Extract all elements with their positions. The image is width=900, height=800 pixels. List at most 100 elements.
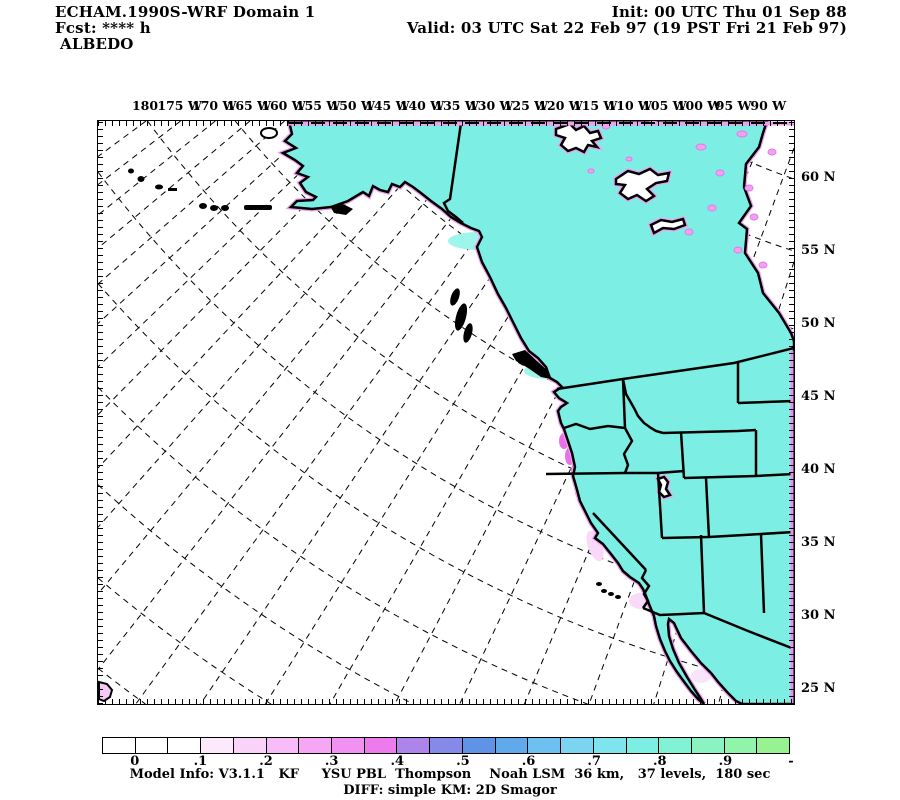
plot-time-block: Init: 00 UTC Thu 01 Sep 88 Valid: 03 UTC… [407,4,847,36]
colorbar-cell [625,738,659,753]
coastline [281,121,794,704]
map-canvas [98,121,794,704]
longitude-label: 120 W [538,98,583,113]
colorbar-cell [232,738,266,753]
model-domain-title: ECHAM.1990S-WRF Domain 1 [55,3,316,21]
colorbar-tick-label: .2 [259,754,273,769]
map-frame [97,120,795,705]
nv-ut-border [656,472,664,539]
latitude-label: 35 N [801,535,836,550]
longitude-label: 100 W [676,98,722,113]
wy-west-border [679,431,686,479]
colorbar-cell [756,738,790,753]
longitude-label: 150 W [330,98,376,113]
latitude-label: 45 N [801,389,836,404]
mt-wy-border [662,428,757,435]
colorbar-tick-label: .8 [652,754,667,769]
colorbar-cell [167,738,201,753]
longitude-label: 155 W [295,98,341,113]
longitude-label: 145 W [365,98,410,113]
hawaii-island [98,680,114,703]
latitude-axis: 60 N 55 N 50 N 45 N 40 N 35 N 30 N 25 N [801,120,861,703]
colorbar-cell [494,738,528,753]
longitude-label: 135 W [434,98,479,113]
channel-island [596,582,602,586]
vancouver-island [512,350,551,379]
forecast-hour: Fcst: **** h [55,19,151,37]
37n-border [661,530,794,540]
41n-border [683,472,794,480]
alaska-yukon-border [442,122,464,224]
latitude-label: 60 N [801,170,836,185]
great-bear-lake [554,122,603,154]
kodiak-island [330,204,353,215]
great-salt-lake [656,475,672,499]
longitude-label: 105 W [642,98,687,113]
42n-border [545,469,685,476]
lake-athabasca [649,217,687,235]
haida-gwaii [454,303,468,331]
id-mt-border [621,378,664,435]
ut-co-border [704,477,711,539]
colorbar-cell [331,738,364,753]
colorbar-tick-label: .5 [456,754,470,769]
colorbar-cell [527,738,561,753]
longitude-label: 180 [131,98,159,113]
colorbar-cell [723,738,757,753]
init-time: Init: 00 UTC Thu 01 Sep 88 [611,3,847,21]
colorbar-tick-label: .7 [587,754,601,769]
field-name: ALBEDO [60,35,134,53]
colorbar-cell [690,738,724,753]
colorbar-tick-label: .4 [390,754,405,769]
colorbar-cell [461,738,495,753]
latitude-label: 40 N [801,462,836,477]
islands [128,168,621,599]
great-slave-lake [614,167,671,203]
albedo-colorbar [102,737,790,754]
colorbar-cell [363,738,397,753]
latitude-label: 50 N [801,316,836,331]
longitude-label: 125 W [503,98,549,113]
st-lawrence-island [260,127,278,139]
colorbar-cell [103,738,135,753]
longitude-label: 90 W [750,98,787,113]
colorbar-cell [134,738,168,753]
colorbar-tick-label: - [788,754,794,769]
us-mexico-border [642,606,794,651]
az-nm-border [699,534,706,614]
or-id-border [622,427,634,474]
longitude-label: 140 W [399,98,445,113]
wa-id-border [621,378,627,429]
plot-title-block: ECHAM.1990S-WRF Domain 1 Fcst: **** h AL… [55,4,315,52]
colorbar-tick-label: .3 [324,754,339,769]
wa-or-border [563,422,626,431]
nd-sd-border [737,399,794,405]
latitude-label: 55 N [801,243,836,258]
longitude-label: 110 W [607,98,653,113]
political-borders [442,122,794,651]
colorbar-labels: 0 .1 .2 .3 .4 .5 .6 .7 .8 .9 - [102,754,794,770]
longitude-label: 170 W [192,98,237,113]
aleutian-island [128,168,134,174]
longitude-label: 115 W [572,98,618,113]
colorbar-cell [396,738,430,753]
nm-tx-border [759,533,766,614]
colorbar-tick-label: 0 [130,754,140,769]
arctic-coast [289,121,794,126]
longitude-label: 165 W [226,98,272,113]
valid-time: Valid: 03 UTC Sat 22 Feb 97 (19 PST Fri … [406,19,847,37]
longitude-label: 130 W [469,98,514,113]
latitude-label: 25 N [801,681,836,696]
colorbar-tick-label: .9 [718,754,733,769]
longitude-label: 95 W [715,98,752,113]
model-info-line: Model Info: V3.1.1 KF YSU PBL Thompson N… [129,767,771,782]
colorbar-cell [265,738,299,753]
colorbar-cell [200,738,233,753]
colorbar-cell [560,738,593,753]
ca-nv-border [592,512,647,571]
colorbar-tick-label: .1 [193,754,208,769]
colorbar-cell [429,738,462,753]
us-canada-border [556,346,794,391]
colorbar-cell [658,738,691,753]
